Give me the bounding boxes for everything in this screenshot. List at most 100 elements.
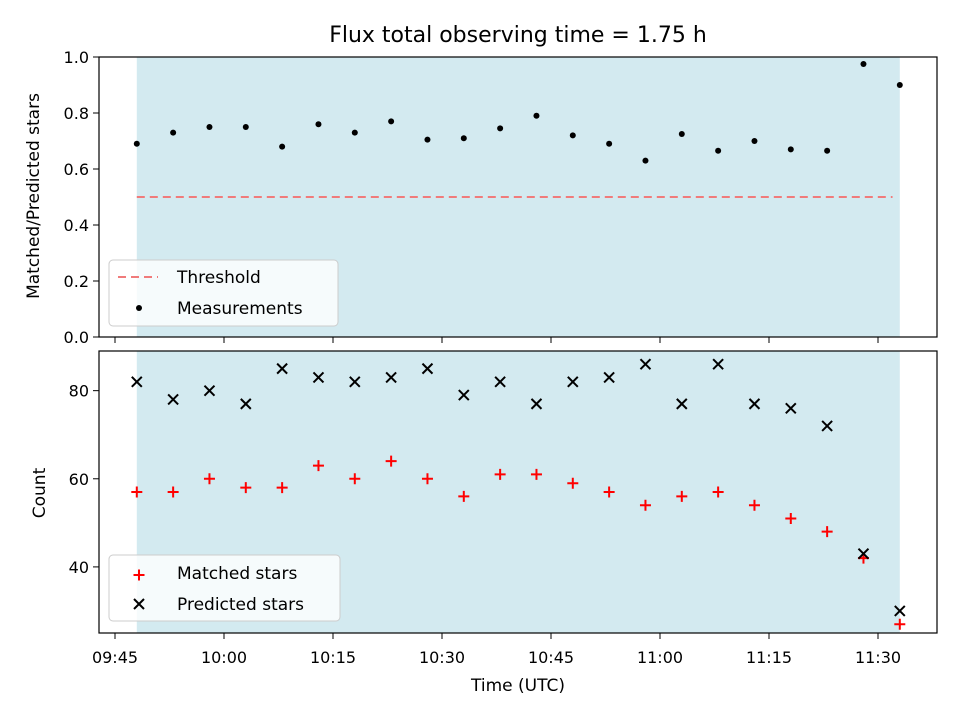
x-tick-label: 10:00 [201, 648, 247, 667]
predicted-star-marker [894, 605, 906, 617]
measurement-point [388, 118, 395, 125]
top-y-tick-label: 0.6 [64, 160, 89, 179]
legend-threshold-label: Threshold [176, 268, 261, 288]
x-tick-label: 09:45 [92, 648, 138, 667]
measurement-point [533, 112, 540, 119]
top-y-tick-label: 0.2 [64, 272, 89, 291]
predicted-star-marker [530, 398, 543, 410]
measurement-point [787, 146, 794, 153]
measurement-point [242, 124, 249, 130]
bottom-y-tick-label: 40 [69, 558, 89, 577]
measurement-point [170, 129, 177, 136]
measurement-point [642, 157, 649, 164]
measurement-point [424, 136, 431, 143]
measurement-point [351, 129, 358, 136]
bottom-y-tick-label: 60 [69, 470, 89, 489]
matched-star-marker [421, 473, 433, 485]
top-axes-frame [98, 56, 938, 338]
bottom-legend-box [108, 554, 341, 622]
matched-star-marker [567, 477, 579, 489]
x-tick-label: 11:00 [637, 648, 683, 667]
predicted-star-marker [603, 371, 615, 384]
matched-star-marker [785, 512, 797, 524]
x-tick-label: 10:45 [528, 648, 574, 667]
matched-star-marker [894, 618, 906, 630]
predicted-star-marker [421, 362, 434, 375]
matched-star-marker [240, 482, 252, 494]
x-tick-label: 10:15 [310, 648, 356, 667]
matched-star-marker [603, 486, 615, 498]
measurement-point [315, 121, 322, 128]
matched-star-marker [712, 486, 724, 498]
matched-star-marker [312, 460, 324, 472]
bottom-y-tick-label: 80 [69, 382, 89, 401]
predicted-star-marker [167, 393, 179, 406]
predicted-star-marker [785, 402, 797, 414]
measurement-point [497, 125, 504, 132]
matched-star-marker [639, 499, 651, 511]
legend-predicted-label: Predicted stars [177, 595, 304, 615]
predicted-star-marker [494, 376, 506, 388]
matched-star-marker [676, 490, 688, 502]
measurement-point [133, 140, 140, 147]
top-legend-box [108, 259, 339, 327]
predicted-star-marker [276, 362, 288, 375]
bottom-panel: 40 60 80 09:45 10:00 10:15 10:30 10:45 11:00 11:1… [69, 350, 938, 667]
matched-star-marker [494, 468, 506, 480]
bottom-y-axis-label: Count [30, 467, 50, 518]
matched-star-marker [458, 490, 470, 502]
matched-star-marker [203, 473, 215, 485]
x-tick-label: 10:30 [419, 648, 465, 667]
x-tick-label: 11:30 [855, 648, 901, 667]
measurement-point [715, 147, 722, 154]
predicted-star-marker [567, 376, 579, 388]
measurement-point [678, 131, 685, 137]
top-panel: 0.0 0.2 0.4 0.6 0.8 1.0 Threshold Measurements [64, 48, 938, 347]
matched-star-marker [748, 499, 760, 511]
measurement-point [824, 147, 831, 154]
predicted-star-marker [240, 398, 252, 410]
matched-star-marker [821, 526, 833, 538]
measurement-point [860, 61, 867, 67]
predicted-star-marker [676, 398, 688, 410]
top-y-tick-label: 0.0 [64, 328, 89, 347]
matched-star-marker [349, 473, 361, 485]
matched-star-marker [385, 455, 397, 467]
legend-measurements-swatch [136, 305, 142, 311]
bottom-legend: Matched stars Predicted stars [108, 554, 341, 622]
top-y-tick-label: 0.4 [64, 216, 89, 235]
predicted-star-marker [748, 398, 761, 410]
predicted-star-marker [203, 384, 216, 397]
measurement-point [569, 132, 576, 139]
legend-predicted-swatch [133, 598, 145, 610]
predicted-star-marker [349, 376, 361, 388]
measurement-point [460, 135, 467, 142]
top-y-axis-label: Matched/Predicted stars [24, 93, 44, 299]
measurement-point [606, 140, 613, 147]
top-legend: Threshold Measurements [108, 259, 339, 327]
predicted-star-marker [639, 358, 652, 370]
predicted-star-marker [131, 376, 143, 388]
matched-star-marker [530, 468, 542, 480]
predicted-star-marker [312, 371, 325, 384]
x-axis-label: Time (UTC) [470, 676, 565, 696]
matched-star-marker [167, 486, 179, 498]
x-tick-label: 11:15 [746, 648, 792, 667]
top-y-tick-label: 0.8 [64, 104, 89, 123]
legend-measurements-label: Measurements [177, 299, 303, 319]
measurement-point [206, 124, 213, 130]
chart-title: Flux total observing time = 1.75 h [329, 23, 707, 48]
bottom-axes-frame [98, 350, 938, 634]
predicted-star-marker [857, 547, 870, 560]
legend-matched-swatch [133, 569, 145, 581]
predicted-star-marker [458, 389, 470, 401]
measurement-point [279, 143, 286, 150]
matched-star-marker [276, 482, 288, 494]
predicted-star-marker [821, 420, 833, 432]
measurement-point [751, 138, 758, 144]
measurement-point [896, 82, 903, 88]
legend-matched-label: Matched stars [177, 564, 297, 584]
top-y-tick-label: 1.0 [64, 48, 89, 67]
matched-star-marker [131, 486, 143, 498]
